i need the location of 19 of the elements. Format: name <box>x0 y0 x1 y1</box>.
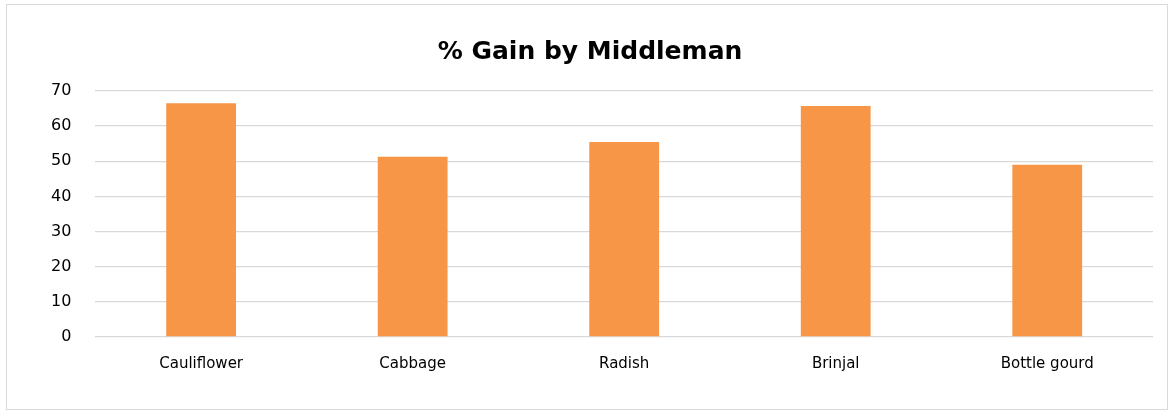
y-tick-label: 40 <box>51 185 72 205</box>
x-tick-label: Cauliflower <box>159 353 244 372</box>
y-tick-label: 60 <box>51 115 72 135</box>
x-tick-label: Brinjal <box>811 353 860 372</box>
y-tick-label: 10 <box>51 291 72 311</box>
chart-title: % Gain by Middleman <box>437 35 743 65</box>
x-tick-label: Cabbage <box>379 353 446 372</box>
bar <box>800 106 871 337</box>
bar <box>1012 164 1083 337</box>
x-tick-label: Radish <box>599 353 650 372</box>
y-tick-label: 70 <box>51 80 72 100</box>
y-tick-label: 50 <box>51 150 72 170</box>
bar <box>377 156 448 337</box>
y-tick-label: 30 <box>51 220 72 240</box>
bar <box>589 141 660 337</box>
y-tick-label: 20 <box>51 255 72 275</box>
y-tick-label: 0 <box>61 326 72 346</box>
bar <box>166 103 237 337</box>
x-tick-label: Bottle gourd <box>1000 353 1094 372</box>
